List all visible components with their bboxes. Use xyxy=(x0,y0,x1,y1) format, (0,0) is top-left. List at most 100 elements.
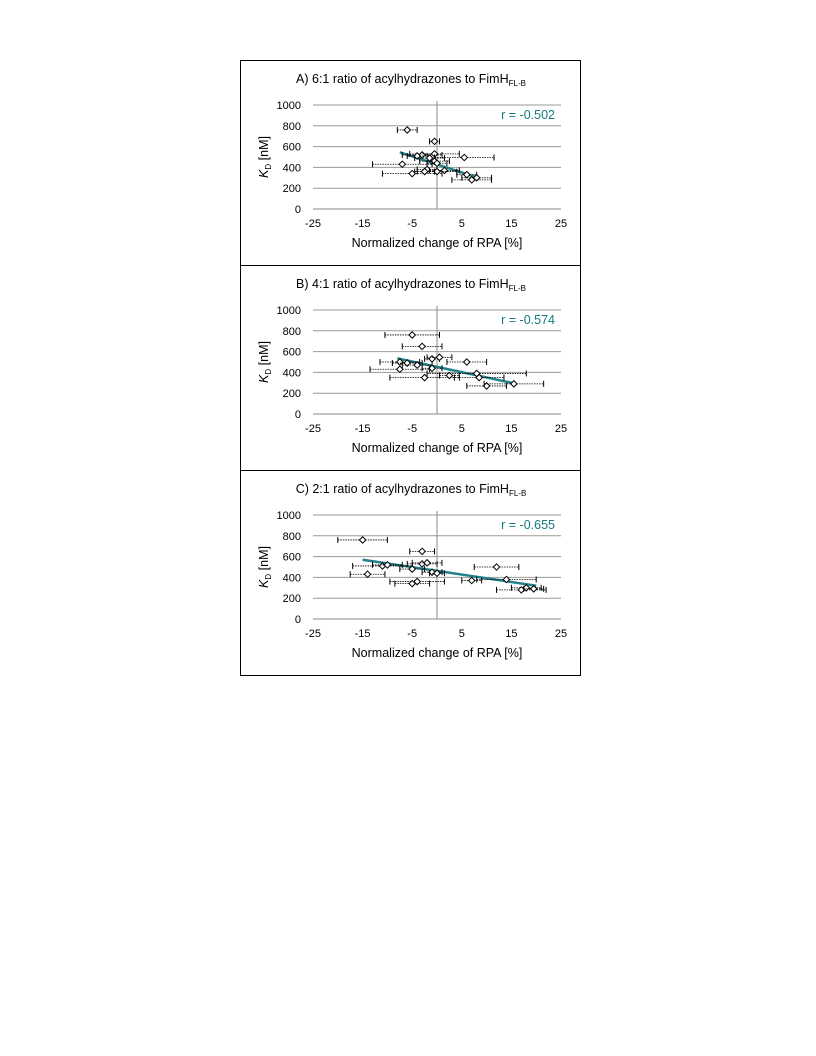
chart-title: A) 6:1 ratio of acylhydrazones to FimHFL… xyxy=(296,72,526,88)
diamond-marker xyxy=(420,373,429,382)
y-axis-label-main: K xyxy=(257,374,271,383)
diamond-marker xyxy=(408,169,417,178)
data-point xyxy=(461,576,483,585)
data-point xyxy=(372,160,433,169)
data-point xyxy=(438,371,460,380)
chart-title-subscript: FL-B xyxy=(509,489,526,498)
scatter-chart-a: A) 6:1 ratio of acylhydrazones to FimHFL… xyxy=(257,72,567,250)
x-tick-label: -5 xyxy=(407,628,417,640)
data-point xyxy=(476,575,537,584)
y-tick-label: 600 xyxy=(283,142,301,154)
diamond-marker xyxy=(398,160,407,169)
chart-title-subscript: FL-B xyxy=(509,284,526,293)
diamond-marker xyxy=(395,365,404,374)
y-axis-label: KD [nM] xyxy=(257,341,273,383)
data-point xyxy=(496,585,547,594)
data-point xyxy=(446,358,488,366)
y-axis-label-unit: [nM] xyxy=(257,341,271,369)
diamond-marker xyxy=(413,152,422,160)
data-point xyxy=(411,558,443,567)
y-axis-label-subscript: D xyxy=(264,574,273,580)
x-tick-label: 5 xyxy=(459,218,465,230)
y-axis-label-unit: [nM] xyxy=(257,546,271,574)
correlation-label: r = -0.502 xyxy=(501,108,555,122)
diamond-marker xyxy=(420,167,429,176)
y-axis-label: KD [nM] xyxy=(257,136,273,178)
scatter-chart-b: B) 4:1 ratio of acylhydrazones to FimHFL… xyxy=(257,277,567,455)
data-point xyxy=(394,579,431,588)
data-point xyxy=(453,373,505,382)
diamond-marker xyxy=(509,379,518,388)
scatter-chart-c: C) 2:1 ratio of acylhydrazones to FimHFL… xyxy=(257,482,567,660)
data-point xyxy=(399,565,426,573)
x-axis-label: Normalized change of RPA [%] xyxy=(352,236,523,250)
chart-panel-b: B) 4:1 ratio of acylhydrazones to FimHFL… xyxy=(240,265,581,471)
diamond-marker xyxy=(492,563,501,571)
x-axis-label: Normalized change of RPA [%] xyxy=(352,441,523,455)
data-point xyxy=(384,331,440,339)
y-tick-label: 400 xyxy=(283,572,301,584)
diamond-marker xyxy=(502,575,511,584)
x-tick-label: 5 xyxy=(459,628,465,640)
data-point xyxy=(414,154,445,162)
y-tick-label: 600 xyxy=(283,347,301,359)
x-tick-label: 15 xyxy=(505,423,517,435)
y-tick-label: 0 xyxy=(295,204,301,216)
chart-title-main: C) 2:1 ratio of acylhydrazones to FimH xyxy=(296,482,509,496)
x-tick-label: 25 xyxy=(555,423,567,435)
x-tick-label: -15 xyxy=(355,423,371,435)
data-point xyxy=(429,569,445,578)
correlation-label: r = -0.574 xyxy=(501,313,555,327)
data-point xyxy=(409,547,436,556)
chart-panel-a: A) 6:1 ratio of acylhydrazones to FimHFL… xyxy=(240,60,581,266)
x-tick-label: -25 xyxy=(305,218,321,230)
diamond-marker xyxy=(395,358,404,366)
y-tick-label: 400 xyxy=(283,162,301,174)
correlation-label: r = -0.655 xyxy=(501,518,555,532)
diamond-marker xyxy=(440,166,449,175)
diamond-marker xyxy=(475,373,484,382)
y-tick-label: 800 xyxy=(283,326,301,338)
x-tick-label: 25 xyxy=(555,628,567,640)
data-point xyxy=(426,353,453,362)
x-tick-label: -5 xyxy=(407,423,417,435)
y-tick-label: 1000 xyxy=(277,510,301,522)
diamond-marker xyxy=(408,331,417,339)
diamond-marker xyxy=(460,153,469,162)
diamond-marker xyxy=(363,570,372,579)
diamond-marker xyxy=(428,354,436,363)
x-tick-label: 15 xyxy=(505,628,517,640)
diamond-marker xyxy=(433,159,441,168)
chart-title-main: B) 4:1 ratio of acylhydrazones to FimH xyxy=(296,277,509,291)
data-point xyxy=(429,137,440,146)
y-axis-label-main: K xyxy=(257,579,271,588)
data-point xyxy=(379,358,421,366)
diamond-marker xyxy=(418,547,427,556)
data-point xyxy=(473,563,520,571)
data-point xyxy=(389,373,460,382)
y-axis-label-unit: [nM] xyxy=(257,136,271,164)
diamond-marker xyxy=(462,358,471,366)
data-point xyxy=(523,584,545,593)
y-tick-label: 800 xyxy=(283,121,301,133)
data-point xyxy=(396,126,418,134)
data-point xyxy=(426,159,448,168)
diamond-marker xyxy=(383,561,392,569)
data-point xyxy=(451,175,493,184)
data-point xyxy=(391,359,423,367)
data-point xyxy=(389,577,445,586)
diamond-marker xyxy=(462,170,471,179)
diamond-marker xyxy=(425,154,434,162)
x-tick-label: -25 xyxy=(305,628,321,640)
diamond-marker xyxy=(403,359,412,367)
data-point xyxy=(372,561,403,569)
diamond-marker xyxy=(435,353,444,362)
chart-title: B) 4:1 ratio of acylhydrazones to FimHFL… xyxy=(296,277,526,293)
y-tick-label: 1000 xyxy=(277,100,301,112)
y-tick-label: 200 xyxy=(283,388,301,400)
diamond-marker xyxy=(413,361,422,370)
data-point xyxy=(434,153,495,162)
y-axis-label-subscript: D xyxy=(264,164,273,170)
data-point xyxy=(401,342,443,351)
x-axis-label: Normalized change of RPA [%] xyxy=(352,646,523,660)
